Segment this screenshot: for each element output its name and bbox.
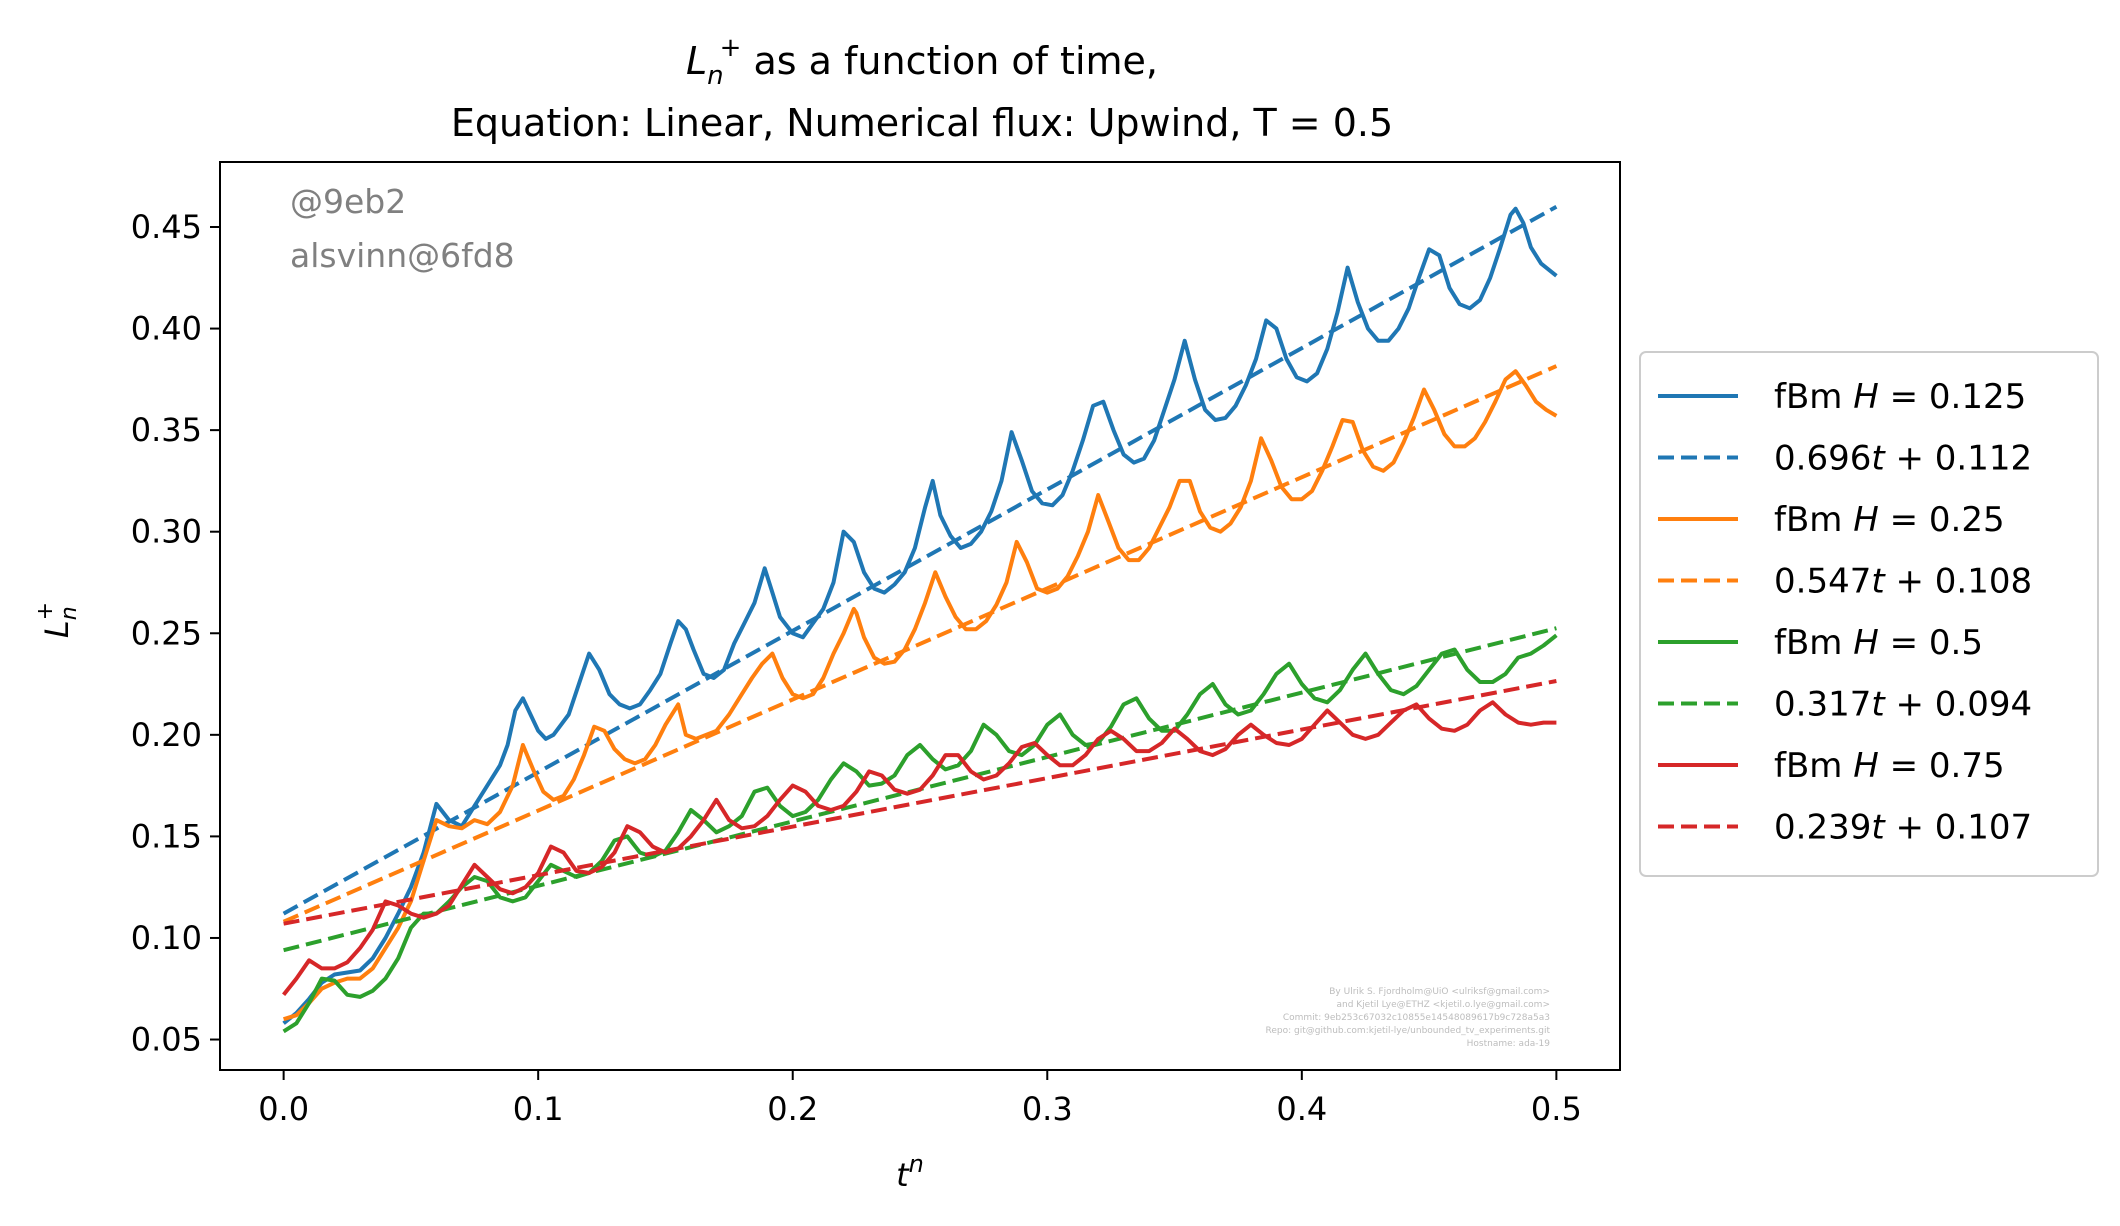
legend-label: 0.239t + 0.107 xyxy=(1774,808,2032,848)
y-tick-label: 0.15 xyxy=(131,817,202,855)
fit-line-1 xyxy=(282,204,1558,916)
chart-title-line2: Equation: Linear, Numerical flux: Upwind… xyxy=(451,101,1393,145)
credits-line: By Ulrik S. Fjordholm@UiO <ulriksf@gmail… xyxy=(1329,987,1550,997)
y-tick-label: 0.20 xyxy=(131,716,202,754)
title-subscript: n xyxy=(707,61,723,91)
legend-label: fBm H = 0.5 xyxy=(1774,623,1983,663)
legend-label-prefix: 0.317 xyxy=(1774,685,1871,725)
y-axis-label-sub: n xyxy=(57,606,82,620)
y-tick-label: 0.10 xyxy=(131,919,202,957)
legend-label-rest: = 0.75 xyxy=(1879,746,2005,786)
fit-line-7 xyxy=(283,679,1557,926)
title-symbol: L xyxy=(686,39,707,83)
legend-label: fBm H = 0.125 xyxy=(1774,377,2026,417)
y-tick-label: 0.35 xyxy=(131,411,202,449)
legend-label-rest: = 0.125 xyxy=(1879,377,2026,417)
x-tick-label: 0.5 xyxy=(1531,1090,1582,1128)
plot-frame xyxy=(219,161,1621,1071)
legend-label: 0.696t + 0.112 xyxy=(1774,439,2032,479)
y-tick-label: 0.30 xyxy=(131,513,202,551)
legend-label-rest: + 0.112 xyxy=(1885,439,2032,479)
series-line-0 xyxy=(282,206,1558,1025)
x-axis: 0.0 0.1 0.2 0.3 0.4 0.5 xyxy=(258,1070,1582,1128)
x-tick-label: 0.4 xyxy=(1276,1090,1327,1128)
legend-label: fBm H = 0.75 xyxy=(1774,746,2005,786)
y-axis-label-base: L xyxy=(38,620,76,638)
legend-label-variable: t xyxy=(1871,685,1886,725)
legend-label-prefix: fBm xyxy=(1774,500,1853,540)
x-tick-label: 0.2 xyxy=(767,1090,818,1128)
y-tick-label: 0.45 xyxy=(131,208,202,246)
legend-label: 0.547t + 0.108 xyxy=(1774,562,2032,602)
series-layer xyxy=(282,204,1558,1034)
credits-line: Commit: 9eb253c67032c10855e14548089617b9… xyxy=(1283,1013,1550,1023)
legend-frame xyxy=(1639,351,2099,877)
legend-label-rest: + 0.108 xyxy=(1885,562,2032,602)
legend-label-rest: = 0.25 xyxy=(1879,500,2005,540)
x-tick-label: 0.0 xyxy=(258,1090,309,1128)
credits-line: Repo: git@github.com:kjetil-lye/unbounde… xyxy=(1266,1026,1551,1036)
y-tick-label: 0.05 xyxy=(131,1021,202,1059)
plot-area: 0.0 0.1 0.2 0.3 0.4 0.5 0.050.100.150.200.250… xyxy=(131,161,1621,1128)
legend-label-prefix: fBm xyxy=(1774,377,1853,417)
legend-label-prefix: 0.547 xyxy=(1774,562,1871,602)
legend-label-rest: + 0.094 xyxy=(1885,685,2032,725)
chart-title: Ln+ as a function of time, Equation: Lin… xyxy=(451,33,1393,145)
y-axis-label-sup: + xyxy=(33,602,58,620)
legend-label-variable: t xyxy=(1871,808,1886,848)
x-tick-label: 0.3 xyxy=(1022,1090,1073,1128)
legend-label-prefix: 0.696 xyxy=(1774,439,1871,479)
legend-label-prefix: fBm xyxy=(1774,746,1853,786)
credits: By Ulrik S. Fjordholm@UiO <ulriksf@gmail… xyxy=(1266,987,1551,1049)
y-axis-label: Ln+ xyxy=(33,602,82,638)
legend-label-variable: H xyxy=(1853,377,1879,417)
y-tick-label: 0.40 xyxy=(131,310,202,348)
legend-label-variable: H xyxy=(1853,623,1879,663)
credits-line: and Kjetil Lye@ETHZ <kjetil.o.lye@gmail.… xyxy=(1336,1000,1550,1010)
watermark-alsvinn: alsvinn@6fd8 xyxy=(290,236,515,275)
legend-label: fBm H = 0.25 xyxy=(1774,500,2005,540)
x-axis-label-base: t xyxy=(896,1156,910,1194)
title-rest: as a function of time, xyxy=(741,39,1158,83)
x-axis-label: tn xyxy=(896,1150,924,1194)
fit-line-3 xyxy=(282,364,1558,924)
title-superscript: + xyxy=(720,33,742,63)
legend-label-rest: = 0.5 xyxy=(1879,623,1983,663)
legend-label-variable: t xyxy=(1871,439,1886,479)
y-axis: 0.05 0.10 0.15 0.20 0.25 0.30 0.35 0.40 0.45 xyxy=(131,208,220,1059)
watermark-commit: @9eb2 xyxy=(290,182,406,221)
chart-title-line1: Ln+ as a function of time, xyxy=(686,33,1158,91)
legend-label-prefix: fBm xyxy=(1774,623,1853,663)
legend-label-variable: H xyxy=(1853,746,1879,786)
legend-label-variable: t xyxy=(1871,562,1886,602)
credits-line: Hostname: ada-19 xyxy=(1467,1039,1551,1049)
series-line-2 xyxy=(283,369,1558,1022)
y-tick-label: 0.25 xyxy=(131,614,202,652)
legend-label-rest: + 0.107 xyxy=(1885,808,2032,848)
legend-label-prefix: 0.239 xyxy=(1774,808,1871,848)
x-tick-label: 0.1 xyxy=(513,1090,564,1128)
x-axis-label-sup: n xyxy=(909,1150,924,1178)
legend-label: 0.317t + 0.094 xyxy=(1774,685,2032,725)
legend-label-variable: H xyxy=(1853,500,1879,540)
